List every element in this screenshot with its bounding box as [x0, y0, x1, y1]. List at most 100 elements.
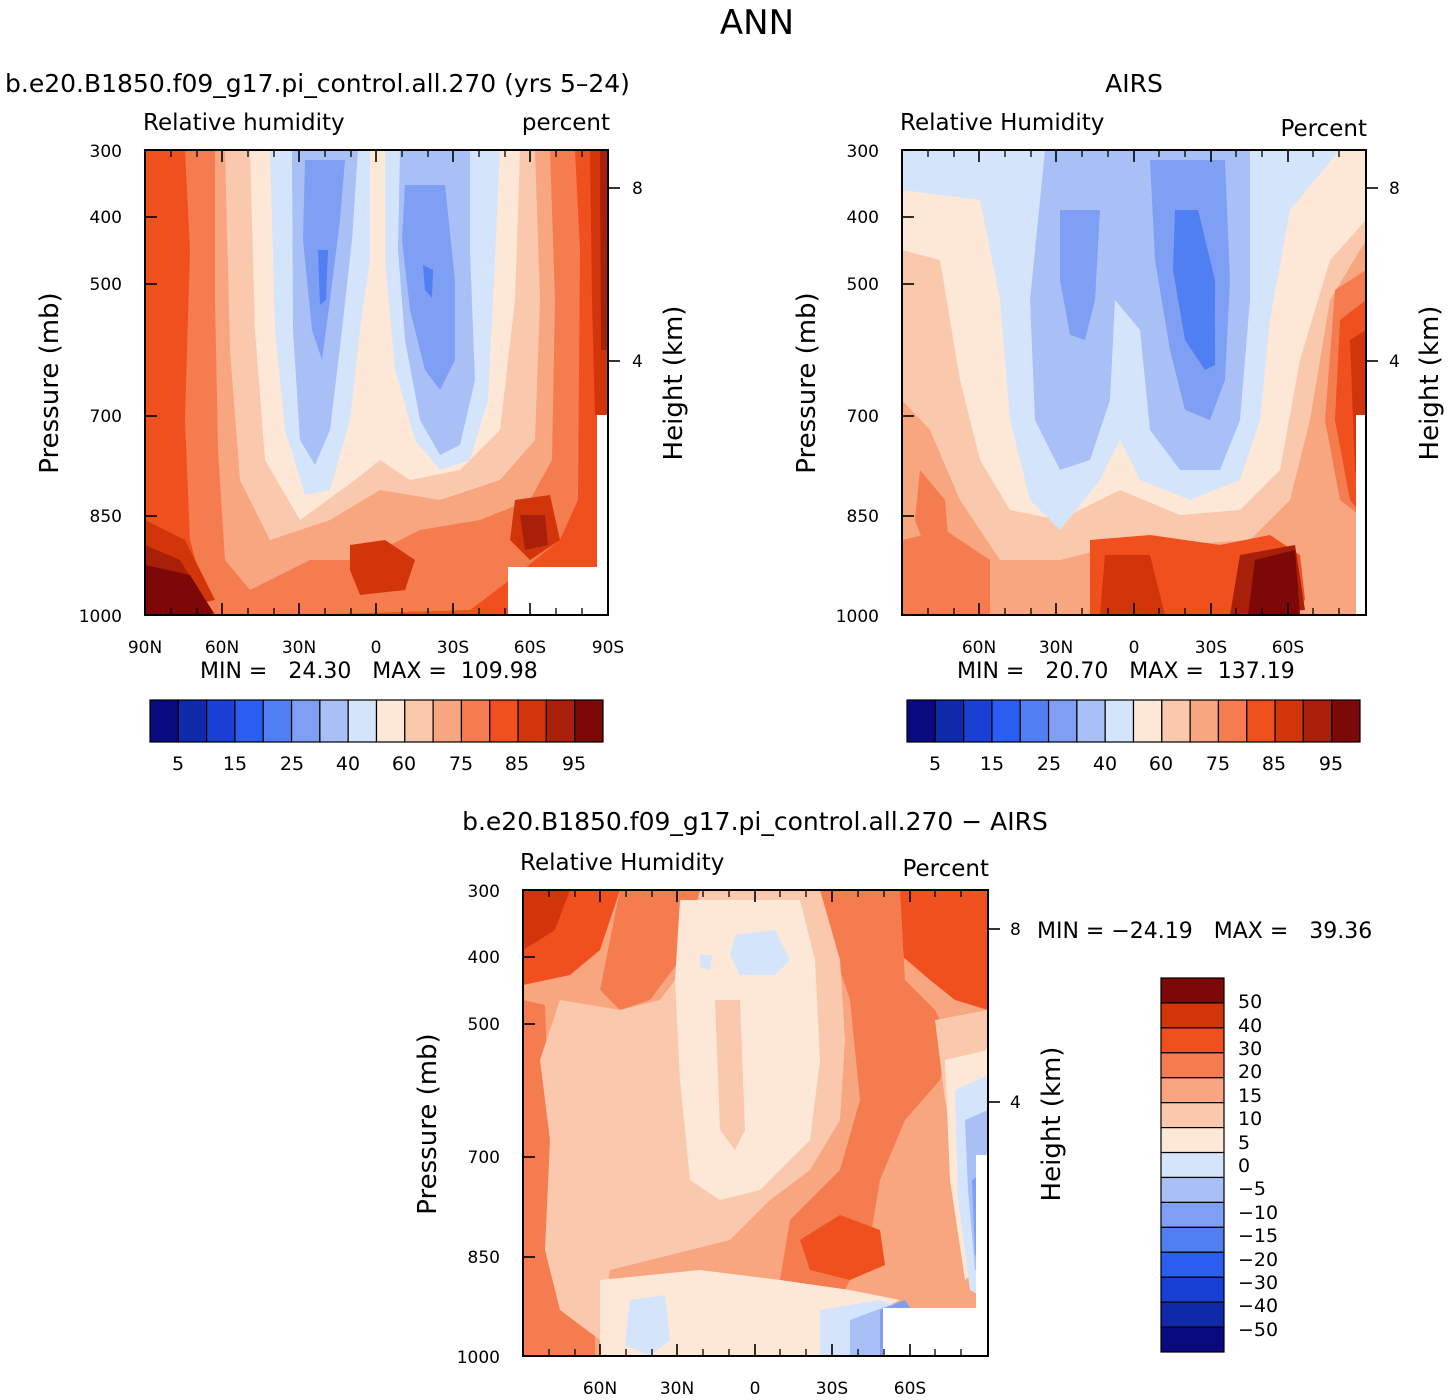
colorbar-swatch: [574, 699, 604, 743]
panel-diff-y-ticklabels: 300 400 500 700 850 1000: [457, 882, 500, 1368]
colorbar-swatch: [1160, 1326, 1225, 1353]
y-tick-label: 1000: [836, 607, 879, 627]
height-tick-label: 4: [632, 352, 643, 372]
colorbar-swatch: [290, 699, 321, 743]
contour-fill: [423, 265, 433, 298]
colorbar-label: 95: [1319, 753, 1343, 775]
panel-obs-title: AIRS: [1105, 69, 1163, 98]
contour-fill: [730, 930, 790, 975]
y-tick-label: 300: [847, 142, 879, 162]
missing-data: [508, 567, 608, 615]
panel-diff-major-ticks: [523, 890, 1000, 1356]
contour-fill: [800, 1215, 885, 1280]
y-tick-label: 500: [90, 275, 122, 295]
contour-fill: [902, 530, 990, 615]
page-title: ANN: [720, 3, 794, 43]
colorbar-label: 5: [1238, 1132, 1250, 1154]
panel-model-x-ticklabels: 90N 60N 30N 0 30S 60S 90S: [128, 638, 624, 658]
colorbar-swatch: [1160, 977, 1225, 1004]
y-tick-label: 1000: [457, 1348, 500, 1368]
panel-model-colorbar-labels: 5 15 25 40 60 75 85 95: [172, 753, 586, 775]
colorbar-label: 15: [980, 753, 1004, 775]
panel-model-title: b.e20.B1850.f09_g17.pi_control.all.270 (…: [5, 69, 630, 98]
contour-fill: [318, 250, 328, 305]
colorbar-label: 0: [1238, 1155, 1250, 1177]
panel-diff-title: b.e20.B1850.f09_g17.pi_control.all.270 −…: [462, 807, 1048, 836]
panel-obs-colorbar-labels: 5 15 25 40 60 75 85 95: [929, 753, 1343, 775]
contour-fill: [350, 540, 415, 595]
contour-fill: [145, 565, 215, 615]
colorbar-label: 95: [562, 753, 586, 775]
colorbar-label: −40: [1238, 1295, 1278, 1317]
panel-model-y-ticklabels: 300 400 500 700 850 1000: [79, 142, 122, 627]
colorbar-label: 85: [505, 753, 529, 775]
colorbar-swatch: [1160, 1002, 1225, 1029]
contour-fill: [675, 900, 820, 1200]
colorbar-swatch: [177, 699, 208, 743]
panel-diff-ylabel: Pressure (mb): [413, 1033, 443, 1214]
y-tick-label: 700: [90, 407, 122, 427]
colorbar-label: −30: [1238, 1272, 1278, 1294]
height-tick-label: 4: [1389, 352, 1400, 372]
colorbar-label: 10: [1238, 1108, 1262, 1130]
panel-diff-x-ticklabels: 60N 30N 0 30S 60S: [583, 1379, 926, 1399]
colorbar-swatch: [1302, 699, 1333, 743]
panel-model-contours: [145, 150, 608, 615]
panel-obs-minor-ticks: [927, 150, 1340, 615]
panel-diff-stats: MIN = −24.19 MAX = 39.36: [1037, 919, 1372, 944]
x-tick-label: 60N: [205, 638, 239, 658]
x-tick-label: 0: [1129, 638, 1140, 658]
y-tick-label: 400: [468, 948, 500, 968]
x-tick-label: 30N: [282, 638, 316, 658]
panel-model-major-ticks: [145, 150, 620, 615]
panel-obs-x-ticklabels: 60N 30N 0 30S 60S: [962, 638, 1304, 658]
height-tick-label: 8: [1010, 920, 1021, 940]
colorbar-swatch: [1160, 1251, 1225, 1278]
panel-obs: AIRS Relative Humidity Percent: [792, 69, 1445, 775]
colorbar-swatch: [1160, 1151, 1225, 1179]
contour-fill: [600, 890, 700, 1010]
x-tick-label: 60S: [1272, 638, 1304, 658]
panel-diff-y-right-ticklabels: 8 4: [1010, 920, 1021, 1113]
contour-fill: [700, 955, 712, 970]
contour-fill: [520, 515, 548, 550]
y-tick-label: 850: [847, 507, 879, 527]
panel-model-ylabel-right: Height (km): [659, 306, 689, 461]
colorbar-swatch: [1274, 699, 1304, 743]
colorbar-swatch: [1160, 1027, 1225, 1054]
x-tick-label: 30N: [1039, 638, 1073, 658]
y-tick-label: 700: [468, 1148, 500, 1168]
panel-diff-colorbar: [1160, 977, 1225, 1353]
colorbar-swatch: [1160, 1201, 1225, 1228]
panel-model: b.e20.B1850.f09_g17.pi_control.all.270 (…: [5, 69, 689, 775]
colorbar-swatch: [1076, 699, 1106, 743]
colorbar-swatch: [991, 699, 1021, 743]
colorbar-swatch: [906, 699, 936, 743]
colorbar-label: 30: [1238, 1038, 1262, 1060]
y-tick-label: 500: [468, 1015, 500, 1035]
colorbar-label: 75: [449, 753, 473, 775]
panel-diff: b.e20.B1850.f09_g17.pi_control.all.270 −…: [413, 807, 1372, 1399]
colorbar-label: 60: [392, 753, 416, 775]
y-tick-label: 300: [468, 882, 500, 902]
colorbar-swatch: [347, 699, 378, 743]
panel-obs-stats: MIN = 20.70 MAX = 137.19: [957, 659, 1295, 684]
colorbar-label: 15: [223, 753, 247, 775]
x-tick-label: 30S: [816, 1379, 848, 1399]
panel-obs-y-right-ticklabels: 8 4: [1389, 179, 1400, 372]
panel-model-colorbar: [149, 699, 604, 743]
missing-data: [1356, 415, 1366, 615]
panel-model-stats: MIN = 24.30 MAX = 109.98: [200, 659, 538, 684]
colorbar-label: −50: [1238, 1319, 1278, 1341]
colorbar-label: 20: [1238, 1061, 1262, 1083]
colorbar-label: −20: [1238, 1249, 1278, 1271]
x-tick-label: 60N: [962, 638, 996, 658]
colorbar-swatch: [1019, 699, 1050, 743]
contour-fill: [523, 1000, 595, 1356]
colorbar-label: −15: [1238, 1225, 1278, 1247]
colorbar-label: 75: [1206, 753, 1230, 775]
panel-obs-y-ticklabels: 300 400 500 700 850 1000: [836, 142, 879, 627]
contour-fill: [1248, 550, 1300, 615]
colorbar-label: 50: [1238, 991, 1262, 1013]
